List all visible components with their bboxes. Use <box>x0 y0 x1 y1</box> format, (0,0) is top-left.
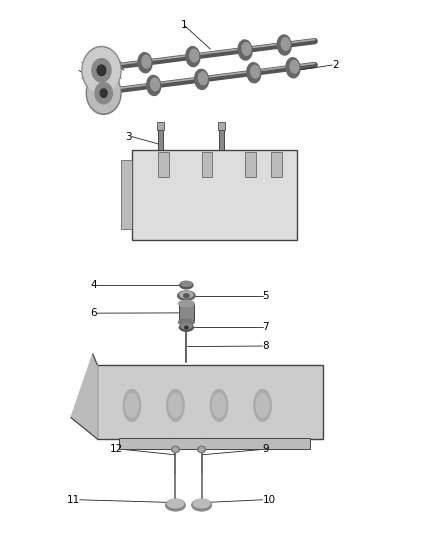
FancyBboxPatch shape <box>121 160 132 229</box>
Ellipse shape <box>179 301 194 307</box>
Ellipse shape <box>123 390 141 421</box>
Ellipse shape <box>198 72 207 85</box>
Bar <box>158 128 163 150</box>
FancyBboxPatch shape <box>97 365 323 439</box>
Ellipse shape <box>210 390 228 421</box>
Text: 12: 12 <box>110 445 123 455</box>
Bar <box>201 152 212 177</box>
Circle shape <box>82 46 121 94</box>
Ellipse shape <box>277 35 291 55</box>
Ellipse shape <box>167 499 184 508</box>
Ellipse shape <box>138 53 152 72</box>
Polygon shape <box>71 354 97 439</box>
Text: 4: 4 <box>91 280 97 290</box>
Ellipse shape <box>151 78 159 91</box>
Ellipse shape <box>125 393 138 417</box>
Ellipse shape <box>247 63 261 83</box>
Ellipse shape <box>192 499 212 511</box>
Ellipse shape <box>147 76 161 95</box>
FancyBboxPatch shape <box>132 150 297 240</box>
Circle shape <box>83 48 120 93</box>
Ellipse shape <box>256 393 269 417</box>
Text: 7: 7 <box>262 322 269 333</box>
Circle shape <box>100 89 107 98</box>
Text: 1: 1 <box>181 20 187 30</box>
Ellipse shape <box>180 324 193 331</box>
Circle shape <box>95 83 113 104</box>
Ellipse shape <box>184 294 189 297</box>
Ellipse shape <box>199 448 204 451</box>
Text: 11: 11 <box>67 495 80 505</box>
Ellipse shape <box>180 292 193 298</box>
Ellipse shape <box>186 46 200 67</box>
Ellipse shape <box>238 40 252 60</box>
Text: 6: 6 <box>91 308 97 318</box>
Ellipse shape <box>166 499 185 511</box>
Ellipse shape <box>212 393 226 417</box>
Text: 9: 9 <box>262 445 269 455</box>
Ellipse shape <box>181 281 192 286</box>
Bar <box>245 152 256 177</box>
Bar <box>218 122 225 130</box>
Text: 5: 5 <box>262 290 269 301</box>
Text: 3: 3 <box>125 132 132 142</box>
Bar <box>119 438 311 449</box>
Text: 8: 8 <box>262 341 269 351</box>
Ellipse shape <box>172 446 180 453</box>
Bar <box>271 152 282 177</box>
Ellipse shape <box>169 393 182 417</box>
Ellipse shape <box>167 390 184 421</box>
Ellipse shape <box>181 324 191 329</box>
Ellipse shape <box>178 291 195 301</box>
Bar <box>179 304 194 322</box>
Text: 10: 10 <box>262 495 276 505</box>
Bar <box>157 122 164 130</box>
Circle shape <box>88 74 120 113</box>
Ellipse shape <box>193 499 210 508</box>
Circle shape <box>86 72 121 114</box>
Ellipse shape <box>194 69 208 90</box>
Ellipse shape <box>179 319 194 325</box>
Ellipse shape <box>185 326 188 329</box>
Ellipse shape <box>251 66 259 78</box>
Ellipse shape <box>254 390 271 421</box>
Bar <box>219 128 224 150</box>
Circle shape <box>92 59 111 82</box>
Ellipse shape <box>242 43 251 55</box>
Ellipse shape <box>190 49 198 62</box>
Ellipse shape <box>290 60 299 73</box>
Text: 2: 2 <box>332 60 339 70</box>
Ellipse shape <box>142 55 151 68</box>
Ellipse shape <box>173 448 178 451</box>
Ellipse shape <box>198 446 205 453</box>
Ellipse shape <box>286 58 300 78</box>
Circle shape <box>97 65 106 76</box>
Bar <box>158 152 169 177</box>
Ellipse shape <box>281 38 290 50</box>
Ellipse shape <box>180 281 193 289</box>
